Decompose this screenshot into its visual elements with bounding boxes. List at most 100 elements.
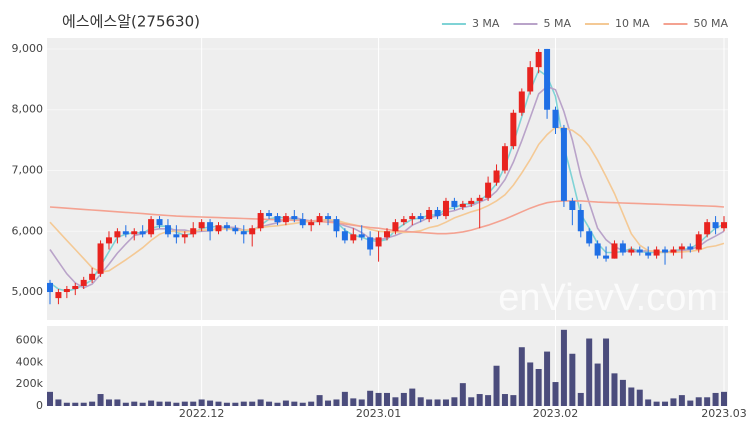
volume-bar xyxy=(426,399,433,406)
candle-body xyxy=(662,249,669,253)
candle-body xyxy=(400,219,407,223)
y-tick-label: 8,000 xyxy=(12,103,44,116)
candle-body xyxy=(678,246,685,250)
candle-body xyxy=(257,213,264,229)
volume-bar xyxy=(232,402,239,406)
candle-body xyxy=(535,51,542,68)
candle-body xyxy=(577,209,584,232)
volume-bar xyxy=(173,402,180,406)
candle-body xyxy=(207,222,214,232)
volume-bar xyxy=(400,392,407,406)
candle-body xyxy=(721,222,727,229)
volume-bar xyxy=(687,400,694,406)
volume-bar xyxy=(333,399,340,406)
candle-body xyxy=(485,182,492,198)
candle-body xyxy=(426,209,433,220)
volume-bar xyxy=(527,362,534,406)
volume-bar xyxy=(577,392,584,406)
candle-body xyxy=(636,249,643,253)
candle-body xyxy=(476,197,483,201)
volume-bar xyxy=(619,379,626,406)
price-plot-area xyxy=(47,38,728,320)
legend-label: 3 MA xyxy=(472,17,500,30)
candle-body xyxy=(173,234,180,238)
candle-body xyxy=(619,243,626,253)
volume-bar xyxy=(114,399,121,406)
volume-bar xyxy=(72,402,79,406)
volume-bar xyxy=(350,398,357,406)
candle-body xyxy=(63,289,70,293)
volume-bar xyxy=(97,394,104,406)
candle-body xyxy=(375,237,382,247)
volume-bar xyxy=(122,402,129,406)
candle-body xyxy=(569,200,576,210)
candle-body xyxy=(282,216,289,223)
volume-bar xyxy=(80,402,87,406)
candle-body xyxy=(131,231,138,235)
volume-bar xyxy=(249,401,256,406)
candle-body xyxy=(527,67,534,92)
volume-bar xyxy=(670,398,677,406)
volume-bar xyxy=(569,353,576,406)
volume-bar xyxy=(451,397,458,406)
volume-bar xyxy=(282,400,289,406)
x-tick-label: 2022.12 xyxy=(179,407,225,420)
candle-body xyxy=(72,285,79,290)
volume-bar xyxy=(678,395,685,406)
candle-body xyxy=(586,231,593,244)
volume-bar xyxy=(476,394,483,406)
volume-bar xyxy=(291,401,298,406)
candle-body xyxy=(139,231,146,235)
volume-bar xyxy=(628,387,635,406)
candle-body xyxy=(645,252,652,256)
volume-bar xyxy=(544,351,551,406)
candle-body xyxy=(47,282,53,293)
volume-bar xyxy=(662,401,669,406)
volume-bar xyxy=(299,402,306,406)
volume-tick-label: 200k xyxy=(16,377,44,390)
y-tick-label: 7,000 xyxy=(12,163,44,176)
volume-bar xyxy=(63,402,70,406)
volume-bar xyxy=(560,329,567,406)
volume-bar xyxy=(105,399,112,406)
candle-body xyxy=(392,222,399,232)
volume-bar xyxy=(459,383,466,406)
volume-tick-label: 0 xyxy=(36,399,43,412)
candle-body xyxy=(459,203,466,207)
candle-body xyxy=(114,231,121,238)
x-tick-label: 2023.03 xyxy=(701,407,747,420)
candle-body xyxy=(240,231,247,235)
x-tick-label: 2023.01 xyxy=(356,407,402,420)
candle-body xyxy=(89,273,96,280)
candle-body xyxy=(291,216,298,220)
candle-body xyxy=(198,222,205,229)
volume-bar xyxy=(47,391,53,406)
candle-body xyxy=(341,231,348,241)
candle-body xyxy=(704,222,711,235)
candle-body xyxy=(274,216,281,223)
volume-bar xyxy=(367,390,374,406)
candle-body xyxy=(552,109,559,128)
y-tick-label: 9,000 xyxy=(12,42,44,55)
candle-body xyxy=(611,243,618,259)
candle-body xyxy=(544,48,551,110)
candle-body xyxy=(325,216,332,220)
chart-title: 에스에스알(275630) xyxy=(62,13,200,31)
volume-bar xyxy=(89,401,96,406)
candle-body xyxy=(510,112,517,147)
candle-body xyxy=(148,219,155,235)
volume-bar xyxy=(485,395,492,406)
volume-tick-label: 400k xyxy=(16,355,44,368)
candle-body xyxy=(333,219,340,232)
volume-bar xyxy=(493,365,500,406)
volume-bar xyxy=(156,401,163,406)
candle-body xyxy=(670,249,677,253)
candle-body xyxy=(687,246,694,250)
volume-bar xyxy=(611,373,618,406)
volume-bar xyxy=(274,402,281,406)
candle-body xyxy=(308,222,315,226)
candle-body xyxy=(628,249,635,253)
y-tick-label: 6,000 xyxy=(12,224,44,237)
volume-bar xyxy=(384,392,390,406)
candle-body xyxy=(80,279,87,286)
